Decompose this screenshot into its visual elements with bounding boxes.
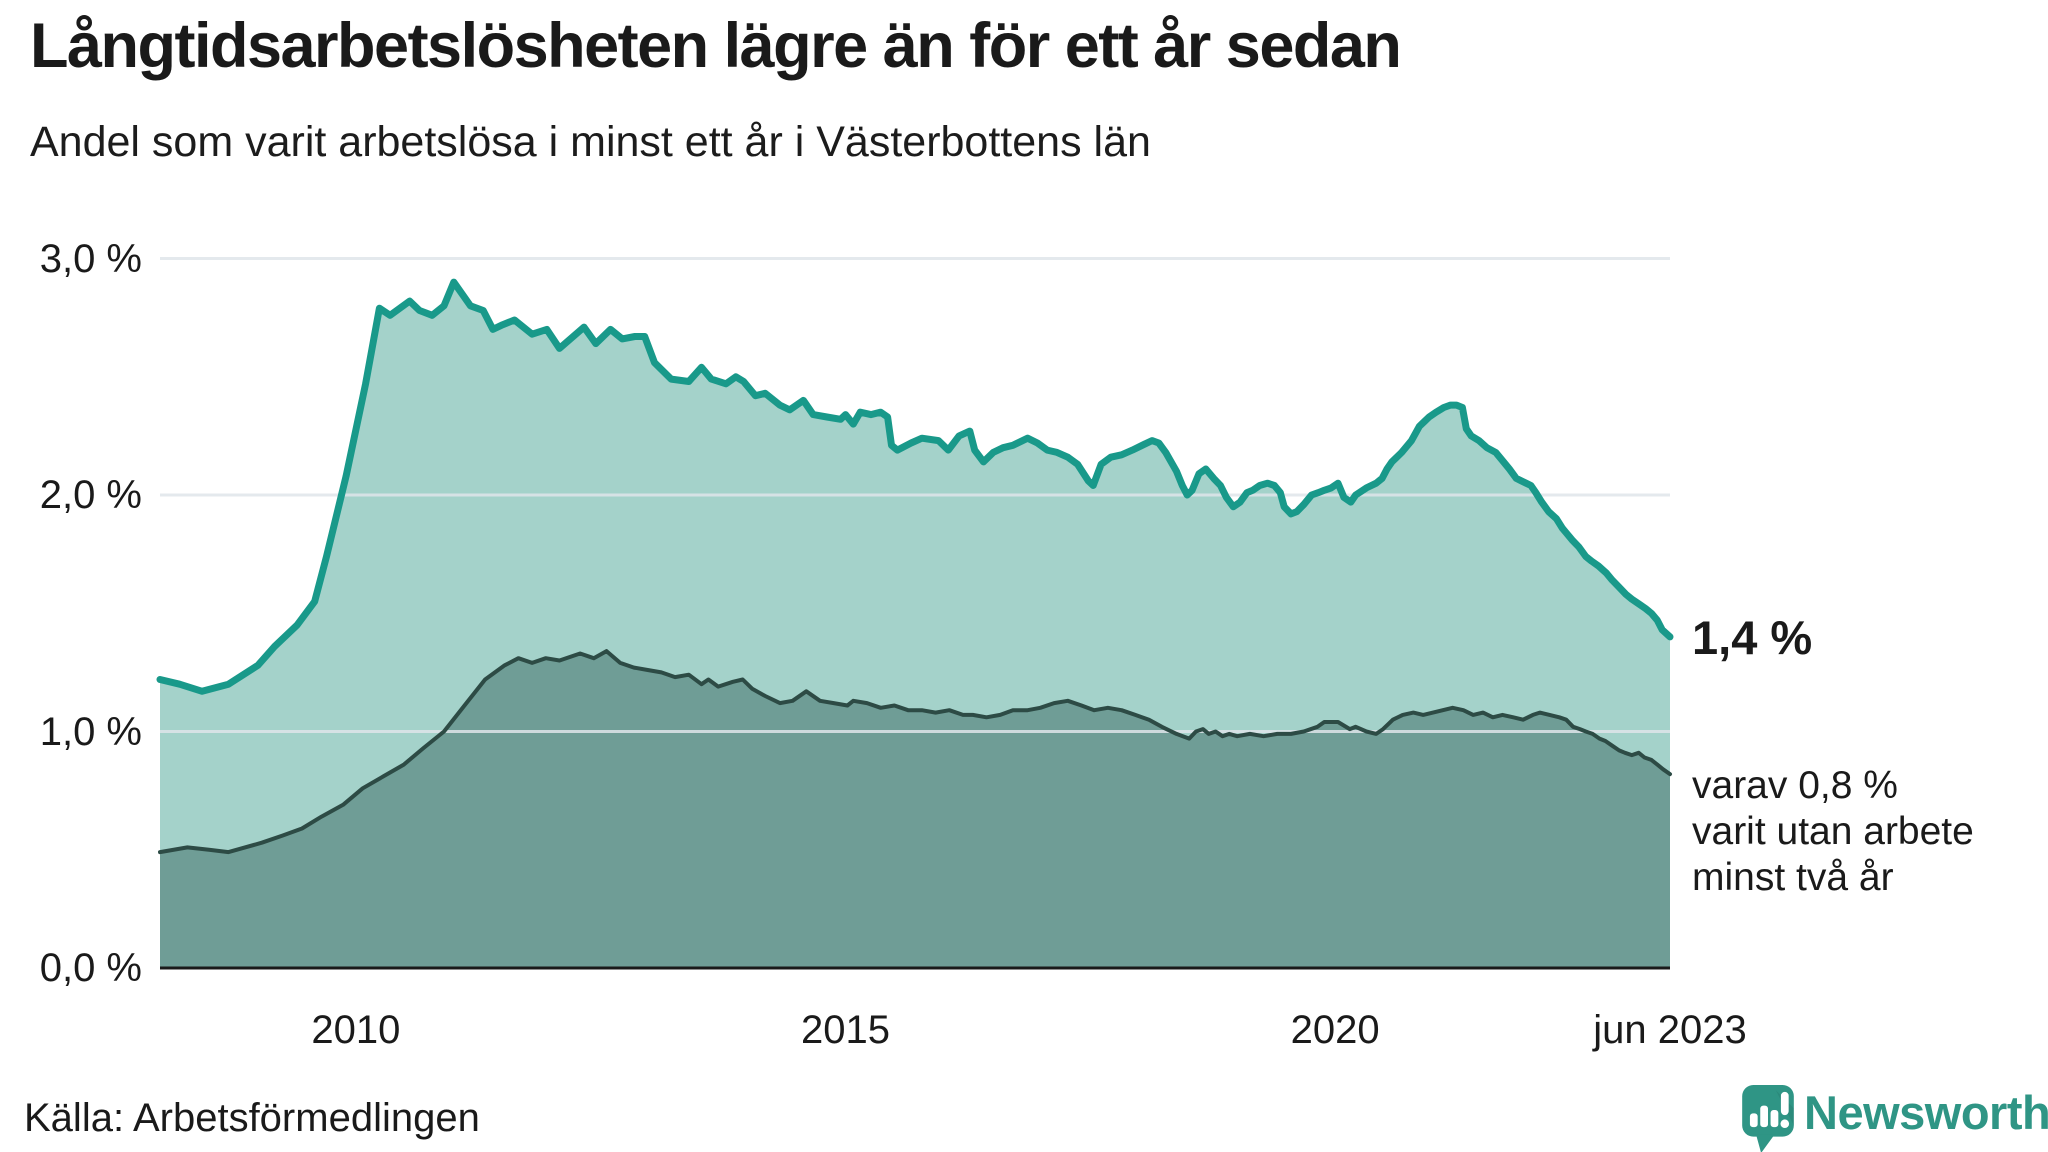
x-axis-label: 2015 xyxy=(800,1008,890,1052)
y-axis-label: 2,0 % xyxy=(39,473,142,517)
newsworthy-logo-text: Newsworthy xyxy=(1804,1086,2048,1139)
newsworthy-speech-bubble-bar-chart-icon xyxy=(1742,1085,1794,1152)
line-varav arbetslösa minst två år xyxy=(158,649,1672,855)
x-axis-label: 2020 xyxy=(1290,1008,1380,1052)
end-value-label: 1,4 % xyxy=(1692,610,1813,664)
page-title: Långtidsarbetslösheten lägre än för ett … xyxy=(30,11,1402,81)
y-axis-label: 3,0 % xyxy=(39,236,142,281)
source-note: Källa: Arbetsförmedlingen xyxy=(24,1096,480,1140)
x-axis-label: 2010 xyxy=(311,1008,401,1052)
y-axis-label: 1,0 % xyxy=(39,709,142,754)
x-axis-label: jun 2023 xyxy=(1593,1008,1747,1052)
chart-subtitle: Andel som varit arbetslösa i minst ett å… xyxy=(30,118,1151,166)
line-Arbetslösa minst ett år xyxy=(156,278,1674,695)
series2-annotation: varav 0,8 % varit utan arbete minst två … xyxy=(1692,763,1974,899)
newsworthy-logo: Newsworthy xyxy=(1742,1085,2048,1152)
y-axis-label: 0,0 % xyxy=(39,946,142,990)
